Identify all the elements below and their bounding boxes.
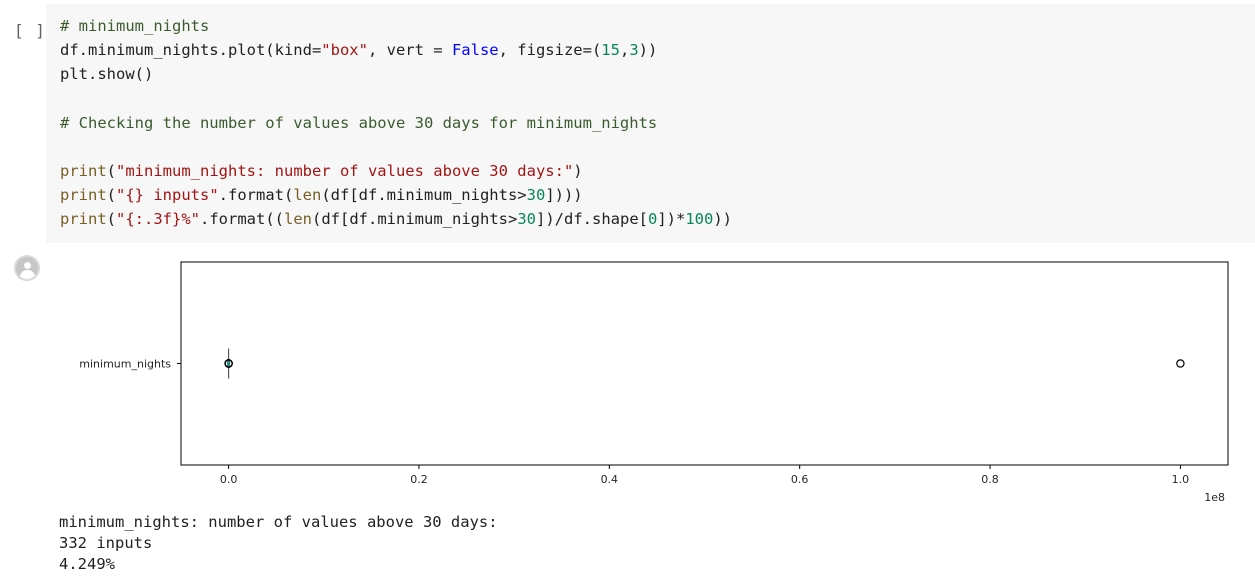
- code-token: 15: [601, 41, 620, 60]
- cell-output: 0.0 0.2 0.4 0.6 0.8 1.0 1e8 minimum_nights mini…: [0, 250, 1255, 581]
- code-token: 30: [517, 210, 536, 229]
- code-token: (df[df.minimum_nights>: [312, 210, 518, 229]
- code-cell: [ ] # minimum_nights df.minimum_nights.pl…: [0, 4, 1255, 243]
- code-token: 30: [526, 185, 546, 204]
- code-token: "box": [321, 41, 368, 60]
- code-token: "{:.3f}%": [116, 210, 201, 229]
- stdout-line: minimum_nights: number of values above 3…: [59, 513, 498, 531]
- x-tick-label: 1.0: [1172, 473, 1190, 486]
- code-token: (: [106, 185, 117, 204]
- code-token: "{} inputs": [116, 185, 219, 204]
- x-tick-label: 0.6: [791, 473, 809, 486]
- output-user-icon[interactable]: [14, 255, 40, 281]
- outlier-point: [224, 359, 233, 368]
- code-token: print: [60, 185, 107, 204]
- run-cell-button[interactable]: [ ]: [14, 21, 46, 40]
- code-line: [60, 135, 1255, 159]
- code-token: 0: [647, 210, 658, 229]
- x-tick-label: 0.2: [410, 473, 428, 486]
- x-offset-label: 1e8: [1204, 491, 1225, 504]
- code-token: len: [293, 185, 322, 204]
- code-token: )): [713, 210, 732, 229]
- code-token: .format((: [200, 210, 285, 229]
- code-token: ])/df.shape[: [536, 210, 648, 229]
- box-plot: 0.0 0.2 0.4 0.6 0.8 1.0 1e8 minimum_nights: [79, 261, 1229, 504]
- code-token: 100: [685, 210, 714, 229]
- code-token: plt.show(): [60, 65, 154, 84]
- code-token: len: [284, 210, 313, 229]
- code-line: print("{} inputs".format(len(df[df.minim…: [60, 183, 1255, 207]
- code-line: print("{:.3f}%".format((len(df[df.minimu…: [60, 207, 1255, 231]
- code-editor[interactable]: # minimum_nights df.minimum_nights.plot(k…: [46, 4, 1255, 243]
- stdout-text: minimum_nights: number of values above 3…: [59, 512, 498, 575]
- code-line: print("minimum_nights: number of values …: [60, 159, 1255, 183]
- avatar-body: [20, 270, 35, 279]
- x-tick-label: 0.8: [981, 473, 999, 486]
- code-token: "minimum_nights: number of values above …: [116, 161, 574, 180]
- code-token: False: [451, 41, 499, 60]
- outlier-point: [1176, 359, 1185, 368]
- code-token: (df[df.minimum_nights>: [321, 185, 527, 204]
- code-token: # Checking the number of values above 30…: [60, 113, 658, 132]
- code-line: df.minimum_nights.plot(kind="box", vert …: [60, 38, 1255, 62]
- x-tick-label: 0.4: [601, 473, 619, 486]
- code-token: .format(: [218, 185, 294, 204]
- code-token: )): [638, 41, 658, 60]
- code-token: , vert =: [367, 41, 452, 60]
- code-token: (: [106, 210, 117, 229]
- avatar-head: [24, 262, 31, 269]
- code-token: df.minimum_nights.plot(kind=: [60, 41, 322, 60]
- x-tick-label: 0.0: [220, 473, 238, 486]
- code-line: # Checking the number of values above 30…: [60, 111, 1255, 135]
- code-line: plt.show(): [60, 62, 1255, 86]
- code-token: ]))): [545, 185, 583, 204]
- code-token: ])*: [657, 210, 686, 229]
- y-tick-label: minimum_nights: [79, 358, 171, 371]
- stdout-line: 332 inputs: [59, 534, 153, 552]
- code-line: [60, 87, 1255, 111]
- code-token: ,: [619, 41, 630, 60]
- code-token: # minimum_nights: [60, 17, 210, 35]
- code-token: 3: [629, 41, 639, 60]
- code-token: (: [106, 161, 117, 180]
- code-token: , figsize=(: [498, 41, 602, 60]
- axes-frame: [180, 261, 1229, 466]
- code-token: print: [60, 210, 107, 229]
- code-line: # minimum_nights: [60, 14, 1255, 38]
- stdout-line: 4.249%: [59, 555, 115, 573]
- code-token: ): [573, 161, 583, 180]
- code-token: print: [60, 161, 107, 180]
